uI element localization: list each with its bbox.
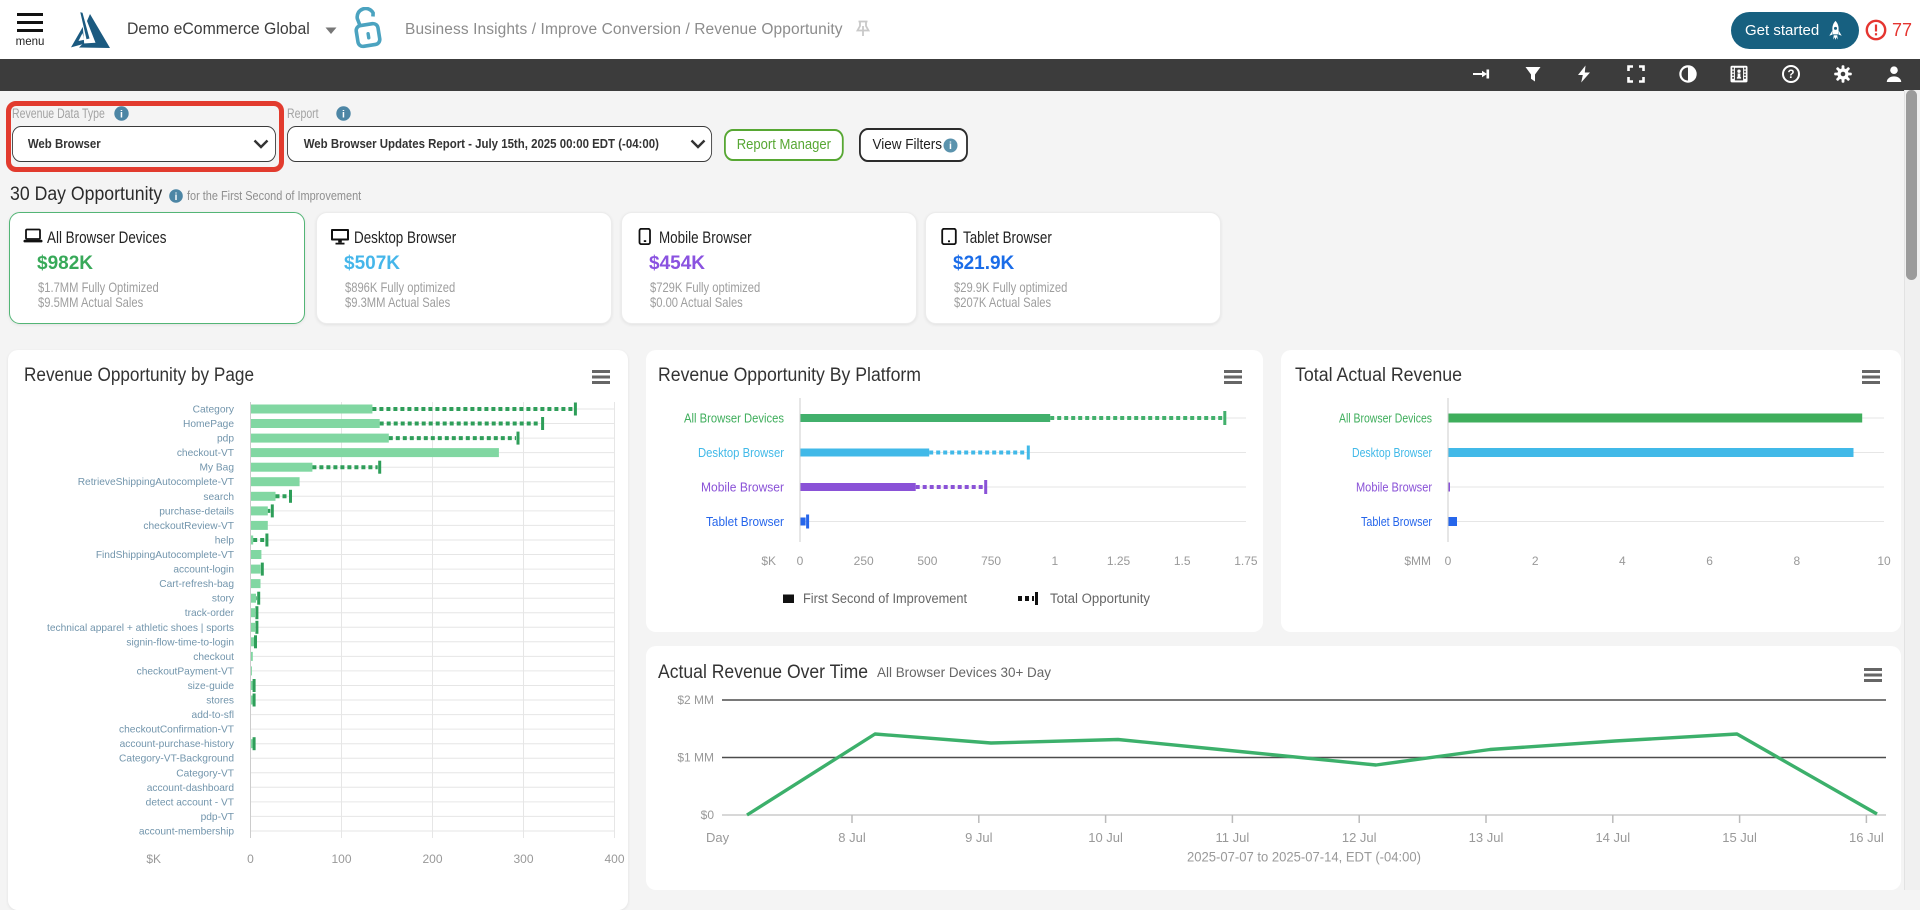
svg-text:16 Jul: 16 Jul bbox=[1849, 830, 1884, 845]
svg-text:Revenue Opportunity by Page: Revenue Opportunity by Page bbox=[24, 365, 254, 386]
svg-text:Actual Revenue Over Time: Actual Revenue Over Time bbox=[658, 662, 868, 683]
svg-text:0: 0 bbox=[1445, 554, 1452, 568]
svg-text:4: 4 bbox=[1619, 554, 1626, 568]
svg-text:First Second of Improvement: First Second of Improvement bbox=[803, 591, 967, 606]
svg-text:$K: $K bbox=[146, 852, 161, 866]
svg-text:checkoutReview-VT: checkoutReview-VT bbox=[143, 521, 234, 532]
svg-text:1: 1 bbox=[1051, 554, 1058, 568]
svg-text:8 Jul: 8 Jul bbox=[838, 830, 866, 845]
svg-text:1.5: 1.5 bbox=[1174, 554, 1191, 568]
svg-text:400: 400 bbox=[604, 852, 624, 866]
svg-text:checkout: checkout bbox=[193, 652, 234, 663]
svg-text:14 Jul: 14 Jul bbox=[1595, 830, 1630, 845]
svg-text:All Browser Devices: All Browser Devices bbox=[684, 412, 784, 426]
svg-text:Category: Category bbox=[193, 405, 235, 416]
svg-text:account-purchase-history: account-purchase-history bbox=[120, 739, 235, 750]
svg-text:0: 0 bbox=[797, 554, 804, 568]
svg-text:checkout-VT: checkout-VT bbox=[177, 448, 234, 459]
svg-text:My Bag: My Bag bbox=[199, 463, 234, 474]
svg-text:Tablet Browser: Tablet Browser bbox=[1361, 515, 1432, 529]
svg-text:Revenue Opportunity By Platfor: Revenue Opportunity By Platform bbox=[658, 365, 921, 386]
svg-text:All Browser Devices: All Browser Devices bbox=[1339, 412, 1432, 426]
svg-text:track-order: track-order bbox=[185, 608, 235, 619]
svg-text:i: i bbox=[949, 140, 952, 152]
svg-text:account-login: account-login bbox=[173, 565, 234, 576]
svg-text:100: 100 bbox=[331, 852, 351, 866]
svg-text:?: ? bbox=[1787, 69, 1794, 81]
svg-text:Cart-refresh-bag: Cart-refresh-bag bbox=[159, 579, 234, 590]
svg-text:0: 0 bbox=[247, 852, 254, 866]
svg-text:All Browser Devices 30+ Day: All Browser Devices 30+ Day bbox=[877, 664, 1051, 680]
svg-text:12 Jul: 12 Jul bbox=[1342, 830, 1377, 845]
svg-text:add-to-sfl: add-to-sfl bbox=[192, 710, 234, 721]
svg-text:i: i bbox=[120, 108, 123, 120]
svg-text:checkoutConfirmation-VT: checkoutConfirmation-VT bbox=[119, 725, 234, 736]
svg-text:2: 2 bbox=[1532, 554, 1539, 568]
svg-text:RetrieveShippingAutocomplete-V: RetrieveShippingAutocomplete-VT bbox=[78, 477, 234, 488]
svg-text:1.75: 1.75 bbox=[1234, 554, 1258, 568]
svg-text:story: story bbox=[212, 594, 235, 605]
svg-text:11 Jul: 11 Jul bbox=[1216, 830, 1250, 845]
svg-text:purchase-details: purchase-details bbox=[159, 506, 234, 517]
svg-text:size-guide: size-guide bbox=[188, 681, 235, 692]
svg-text:250: 250 bbox=[854, 554, 874, 568]
svg-text:$MM: $MM bbox=[1404, 554, 1431, 568]
svg-text:200: 200 bbox=[422, 852, 442, 866]
svg-text:Tablet Browser: Tablet Browser bbox=[706, 515, 784, 529]
svg-text:Day: Day bbox=[706, 830, 730, 845]
svg-text:pdp: pdp bbox=[217, 434, 234, 445]
svg-text:Mobile Browser: Mobile Browser bbox=[1356, 481, 1432, 495]
svg-text:FindShippingAutocomplete-VT: FindShippingAutocomplete-VT bbox=[96, 550, 234, 561]
svg-text:Total Actual Revenue: Total Actual Revenue bbox=[1295, 365, 1462, 386]
svg-text:i: i bbox=[342, 108, 345, 120]
svg-text:300: 300 bbox=[513, 852, 533, 866]
svg-text:$K: $K bbox=[761, 554, 776, 568]
svg-text:2025-07-07 to 2025-07-14, EDT: 2025-07-07 to 2025-07-14, EDT (-04:00) bbox=[1187, 849, 1421, 865]
svg-text:HomePage: HomePage bbox=[183, 419, 234, 430]
svg-text:pdp-VT: pdp-VT bbox=[201, 812, 234, 823]
svg-text:8: 8 bbox=[1793, 554, 1800, 568]
svg-text:account-dashboard: account-dashboard bbox=[147, 783, 235, 794]
svg-text:750: 750 bbox=[981, 554, 1001, 568]
svg-text:account-membership: account-membership bbox=[139, 827, 234, 838]
svg-text:search: search bbox=[203, 492, 234, 503]
svg-text:$1 MM: $1 MM bbox=[677, 751, 714, 765]
svg-text:help: help bbox=[215, 536, 235, 547]
svg-text:$2 MM: $2 MM bbox=[677, 693, 714, 707]
svg-text:Desktop Browser: Desktop Browser bbox=[698, 446, 784, 460]
svg-text:Category-VT: Category-VT bbox=[176, 768, 234, 779]
svg-text:signin-flow-time-to-login: signin-flow-time-to-login bbox=[126, 637, 234, 648]
svg-text:detect account - VT: detect account - VT bbox=[146, 797, 234, 808]
svg-text:technical apparel + athletic s: technical apparel + athletic shoes | spo… bbox=[47, 623, 234, 634]
svg-text:$0: $0 bbox=[701, 808, 715, 822]
svg-text:Category-VT-Background: Category-VT-Background bbox=[119, 754, 234, 765]
svg-text:stores: stores bbox=[206, 696, 234, 707]
svg-text:checkoutPayment-VT: checkoutPayment-VT bbox=[137, 666, 234, 677]
svg-text:Total Opportunity: Total Opportunity bbox=[1050, 591, 1150, 606]
svg-text:10 Jul: 10 Jul bbox=[1088, 830, 1123, 845]
svg-text:Desktop Browser: Desktop Browser bbox=[1352, 446, 1432, 460]
svg-text:i: i bbox=[175, 192, 178, 203]
svg-text:15 Jul: 15 Jul bbox=[1722, 830, 1757, 845]
svg-text:Mobile Browser: Mobile Browser bbox=[701, 481, 784, 495]
svg-text:1.25: 1.25 bbox=[1107, 554, 1131, 568]
svg-text:10: 10 bbox=[1877, 554, 1891, 568]
svg-text:13 Jul: 13 Jul bbox=[1469, 830, 1504, 845]
svg-text:9 Jul: 9 Jul bbox=[965, 830, 993, 845]
svg-text:6: 6 bbox=[1706, 554, 1713, 568]
svg-text:500: 500 bbox=[917, 554, 937, 568]
